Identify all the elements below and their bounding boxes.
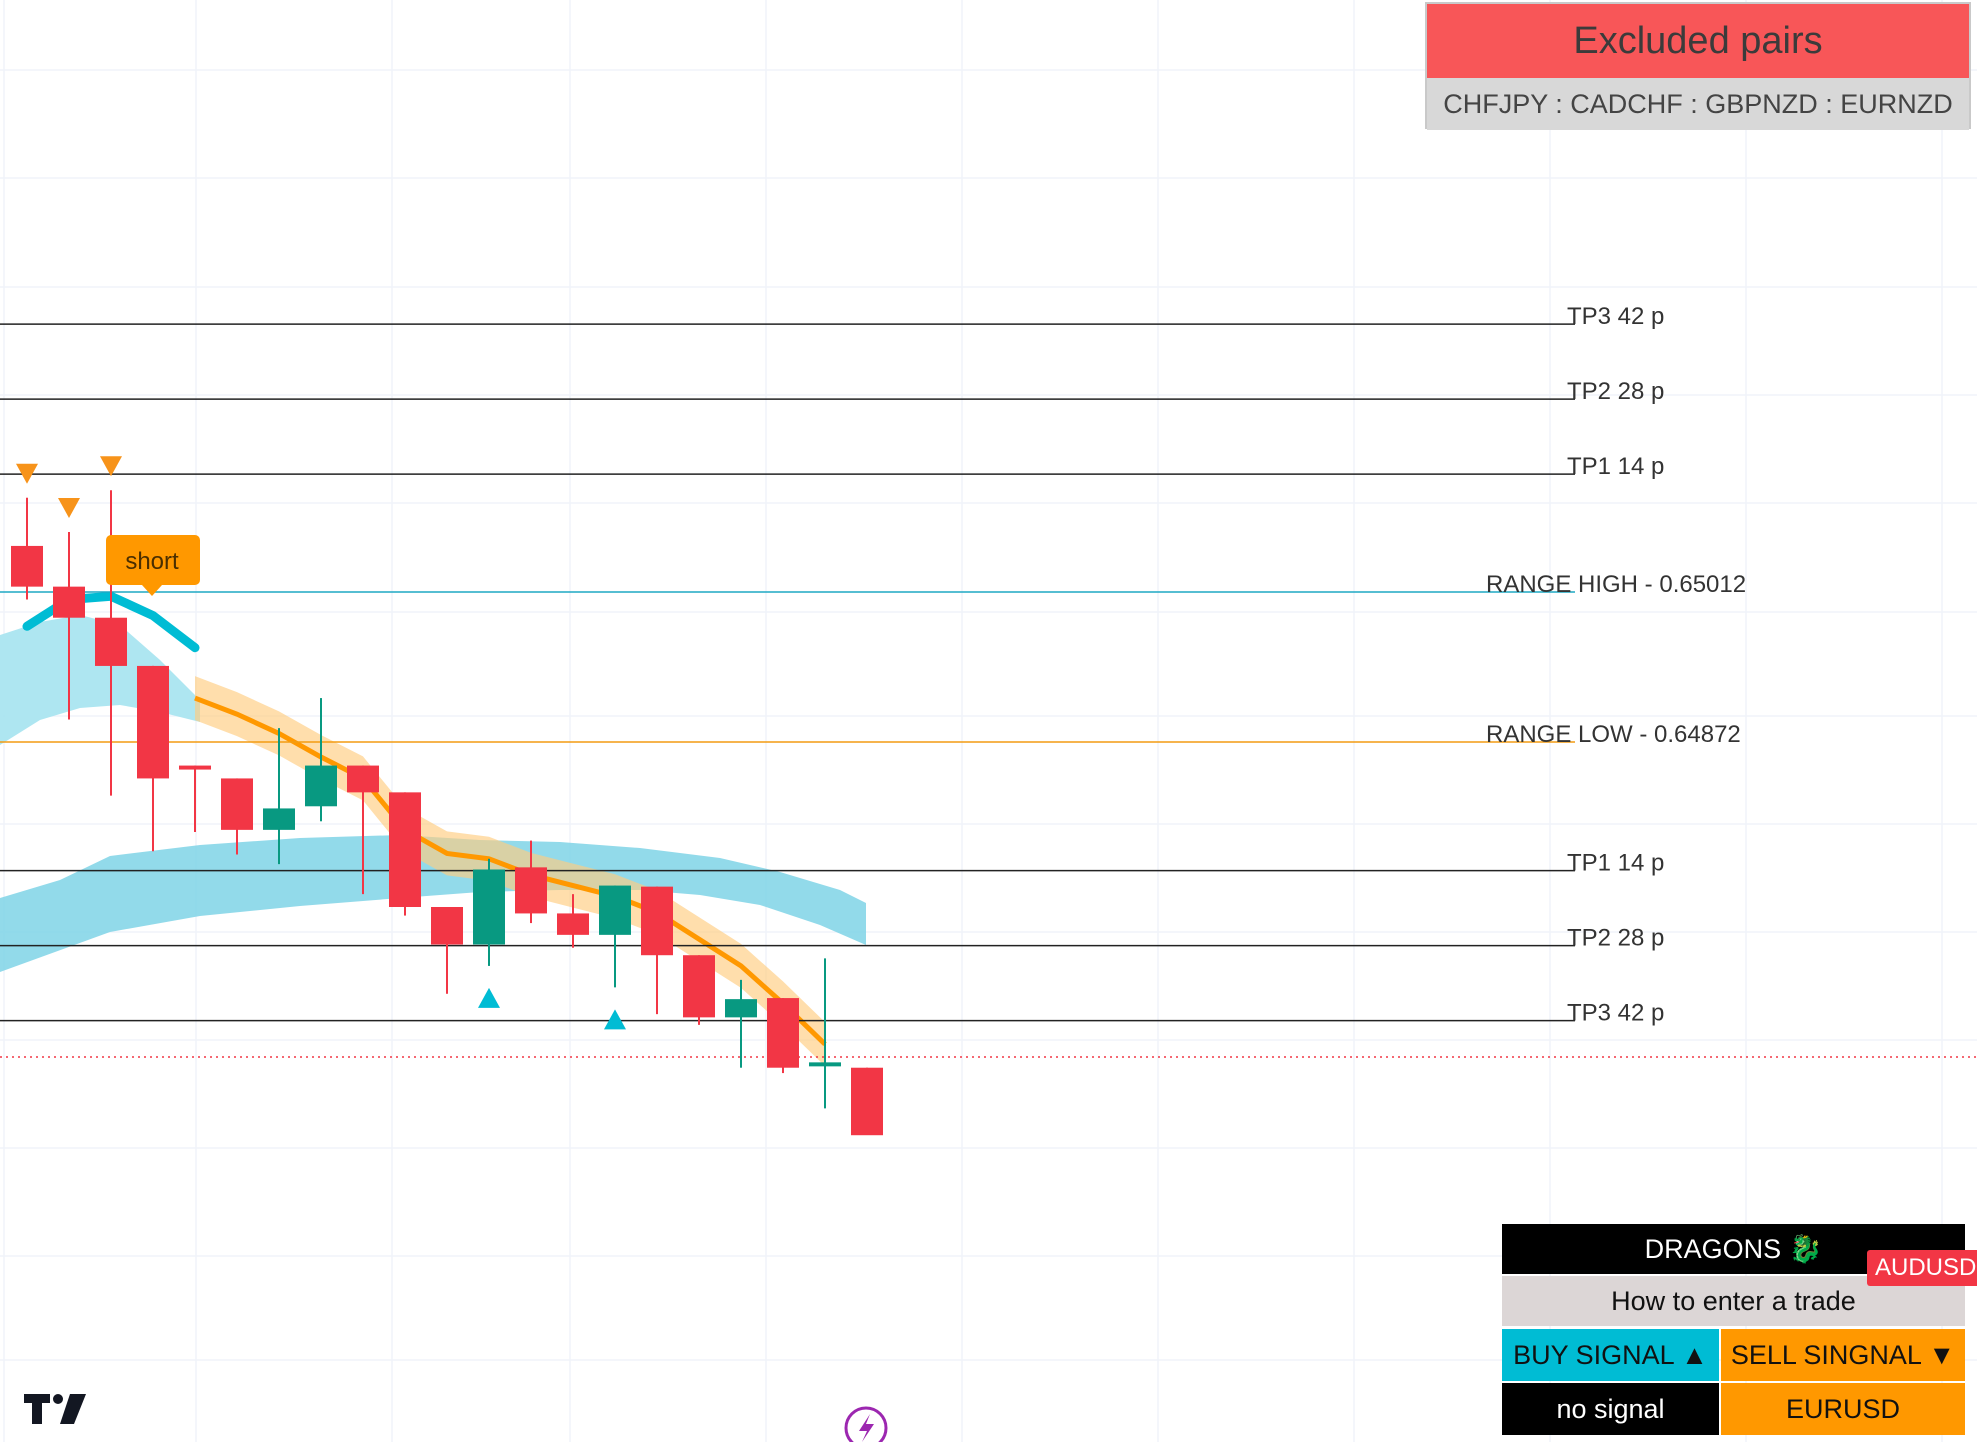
candle <box>767 998 799 1074</box>
candle-body <box>851 1067 883 1136</box>
buy-signal-label: BUY SIGNAL ▲ <box>1502 1329 1719 1381</box>
candle-body <box>473 869 505 945</box>
signal-markers <box>16 456 626 1030</box>
current-price-badge: AUDUSD <box>1867 1250 1977 1286</box>
orange-ma-line <box>194 695 827 1046</box>
candles <box>11 490 883 1136</box>
candle-body <box>11 545 43 587</box>
candle <box>809 958 841 1109</box>
candle <box>221 778 253 855</box>
range-high-label: RANGE HIGH - 0.65012 <box>1486 571 1746 598</box>
upper-blue-band <box>0 615 200 745</box>
moving-average-bands <box>0 591 866 1067</box>
candle-body <box>683 955 715 1018</box>
dragons-panel: DRAGONS 🐉 How to enter a trade BUY SIGNA… <box>1502 1224 1965 1442</box>
candle-body <box>263 808 295 830</box>
sell-marker <box>100 456 122 477</box>
excluded-pairs-panel: Excluded pairs CHFJPY : CADCHF : GBPNZD … <box>1425 2 1971 130</box>
candle <box>347 765 379 895</box>
candle-body <box>95 617 127 666</box>
candle-body <box>53 586 85 618</box>
candle <box>179 765 211 832</box>
tp3-upper-label: TP3 42 p <box>1567 303 1664 330</box>
excluded-pairs-title: Excluded pairs <box>1427 4 1969 78</box>
candle-body <box>809 1062 841 1067</box>
candle <box>305 698 337 822</box>
short-tag: short <box>106 535 200 596</box>
signal-pair: EURUSD <box>1721 1383 1965 1435</box>
tp3-lower-label: TP3 42 p <box>1567 1000 1664 1027</box>
buy-marker <box>604 1009 626 1030</box>
candle-body <box>599 885 631 935</box>
tp2-upper-label: TP2 28 p <box>1567 378 1664 405</box>
candle-body <box>305 765 337 807</box>
candle-body <box>137 665 169 779</box>
candle-body <box>431 907 463 945</box>
range-low-label: RANGE LOW - 0.64872 <box>1486 721 1741 748</box>
tradingview-logo-icon <box>24 1394 86 1424</box>
candle-body <box>767 998 799 1068</box>
candle <box>725 979 757 1068</box>
candle <box>473 858 505 966</box>
signal-status: no signal <box>1502 1383 1719 1435</box>
candle <box>11 497 43 600</box>
candle <box>851 1067 883 1136</box>
candle <box>389 792 421 916</box>
candle-body <box>641 886 673 956</box>
candle-body <box>179 765 211 770</box>
buy-marker <box>478 987 500 1008</box>
candle-body <box>389 792 421 907</box>
candle <box>683 955 715 1025</box>
candle-body <box>557 913 589 935</box>
candle-body <box>725 999 757 1018</box>
candle <box>431 907 463 994</box>
candle <box>137 665 169 852</box>
tp2-lower-label: TP2 28 p <box>1567 925 1664 952</box>
candle-body <box>515 867 547 914</box>
candle <box>641 886 673 1015</box>
excluded-pairs-list: CHFJPY : CADCHF : GBPNZD : EURNZD <box>1427 78 1969 130</box>
sell-marker <box>16 463 38 484</box>
candle <box>263 728 295 865</box>
candle <box>53 532 85 720</box>
candle <box>599 885 631 988</box>
tp1-upper-label: TP1 14 p <box>1567 453 1664 480</box>
candle-body <box>347 765 379 793</box>
candle <box>515 840 547 924</box>
sell-signal-label: SELL SINGNAL ▼ <box>1721 1329 1965 1381</box>
sell-marker <box>58 498 80 518</box>
candle-body <box>221 778 253 830</box>
lower-blue-band <box>0 835 866 972</box>
lightning-icon[interactable] <box>844 1406 888 1442</box>
level-lines: TP3 42 p TP2 28 p TP1 14 p RANGE HIGH - 0.6… <box>0 303 1977 1058</box>
short-label: short <box>125 548 179 575</box>
tp1-lower-label: TP1 14 p <box>1567 850 1664 877</box>
candle <box>557 894 589 948</box>
